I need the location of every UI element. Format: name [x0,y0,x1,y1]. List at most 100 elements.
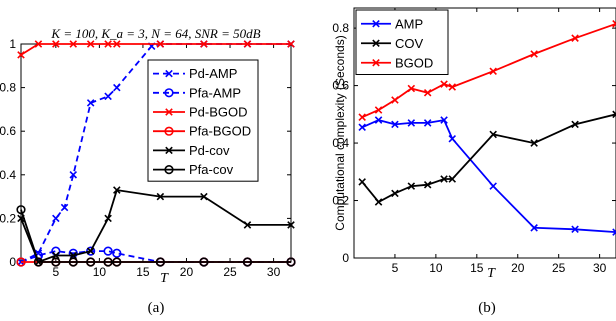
a-legend-marker [164,126,174,136]
b-series-bgod-point [440,80,448,88]
a-series-pd-cov-point [243,221,252,229]
a-ytick-label: 0.6 [0,124,16,138]
b-series-amp-point [448,134,457,143]
b-ytick-label: 0.2 [332,194,349,208]
b-xtick-label: 15 [470,261,484,275]
a-series-pfa-bgod-point [16,257,26,267]
b-series-amp-point [374,116,383,124]
b-series-bgod [358,20,616,121]
b-legend-label: COV [395,36,424,51]
chart-a-title: K = 100, K_a = 3, N = 64, SNR = 50dB [50,26,260,41]
a-series-pd-bgod-point [86,40,95,48]
a-series-pd-cov-point [113,186,121,194]
a-series-pd-bgod-point [17,51,25,59]
b-series-bgod-point [448,83,457,91]
a-legend-marker [165,69,173,78]
chart-a-caption: (a) [148,300,165,316]
chart-b-ylabel: Computational complexity (Seconds) [333,35,347,230]
b-series-cov-point [440,175,448,183]
b-xtick-label: 10 [429,261,443,275]
chart-a: K = 100, K_a = 3, N = 64, SNR = 50dB T (… [0,26,296,316]
chart-b-legend: AMP COV BGOD [355,9,449,75]
a-series-pd-cov-point [156,192,165,201]
b-legend-marker [372,58,380,67]
a-series-pd-bgod-point [52,40,60,48]
b-legend-label: BGOD [395,55,433,70]
a-xtick-label: 25 [223,265,237,279]
b-series-amp-point [612,228,616,236]
a-series-pd-cov-point [52,251,60,260]
b-xtick-label: 25 [552,261,566,275]
a-series-pd-cov-point [200,192,208,201]
a-series-pd-bgod-point [104,40,112,48]
b-series-bgod-point [407,84,416,93]
b-series-cov-point [448,175,457,183]
a-xtick-label: 20 [180,265,194,279]
a-series-pfa-cov-point [286,257,296,267]
b-series-bgod-point [489,67,497,75]
b-series-cov-point [407,182,416,190]
a-series-pd-cov [17,186,295,266]
a-series-pd-amp-point [60,203,69,212]
a-series-pfa-cov-point [16,205,26,215]
a-series-pfa-amp-point [86,246,96,256]
b-ytick-label: 0.8 [332,21,349,35]
a-legend-label: Pfa-cov [189,162,234,177]
b-series-bgod-point [571,34,579,42]
b-series-bgod-point [530,50,538,58]
a-series-pfa-cov-point [242,257,253,267]
chart-a-xlabel: T [160,271,169,286]
a-ytick-label: 0 [9,255,16,269]
b-series-amp-point [489,182,497,190]
b-series-bgod-point [612,20,616,28]
a-series-pfa-cov-point [33,257,44,267]
b-series-amp-point [391,120,399,129]
a-series-pd-bgod-point [287,40,295,48]
a-series-pfa-amp-point [112,248,122,258]
a-series-pd-bgod-point [34,40,43,48]
a-series-pd-amp-point [69,171,78,179]
a-series-pd-amp-point [113,83,121,92]
a-ytick-label: 1 [9,37,16,51]
b-series-cov-point [358,178,366,186]
a-series-pd-bgod-point [69,40,78,48]
b-series-bgod-point [391,96,399,104]
b-series-bgod-point [358,113,366,121]
b-xtick-label: 30 [593,261,607,275]
chart-a-legend: Pd-AMP Pfa-AMP Pd-BGOD Pfa-BGOD Pd-cov Pfa-co… [147,59,259,182]
b-series-bgod-point [423,89,432,97]
a-series-pd-bgod-point [200,40,208,48]
a-series-pfa-cov-point [103,257,113,267]
b-series-amp-point [407,119,416,127]
a-ytick-label: 0.2 [0,211,16,225]
b-series-cov-point [530,139,538,147]
b-legend-label: AMP [395,16,423,31]
a-legend-label: Pd-AMP [189,66,237,81]
a-series-pfa-cov [16,205,296,267]
b-series-amp-point [423,119,432,127]
a-series-pd-bgod [17,40,295,59]
a-xtick-label: 5 [52,265,59,279]
b-series-cov-point [571,120,579,129]
a-ytick-label: 0.8 [0,81,16,95]
b-legend-box [355,9,449,75]
a-legend-box [147,59,259,182]
chart-b-caption: (b) [478,300,496,316]
a-series-pd-amp-point [52,214,60,223]
b-series-amp [358,116,616,236]
a-series-pfa-cov-point [112,257,122,267]
chart-b: Computational complexity (Seconds) T (b)… [332,7,616,316]
a-series-pfa-amp-point [103,246,113,256]
b-series-cov-point [374,198,383,206]
a-series-pd-cov-point [104,214,112,223]
b-series-cov-point [489,130,497,139]
a-series-pfa-cov-point [199,257,209,267]
b-series-cov-point [423,180,432,189]
a-ytick-label: 0.4 [0,168,16,182]
a-xtick-label: 10 [93,265,107,279]
a-series-pd-amp-point [86,99,95,107]
b-ytick-label: 0 [342,251,349,265]
b-series-amp-point [571,225,579,234]
a-series-pd-bgod-point [113,40,121,48]
